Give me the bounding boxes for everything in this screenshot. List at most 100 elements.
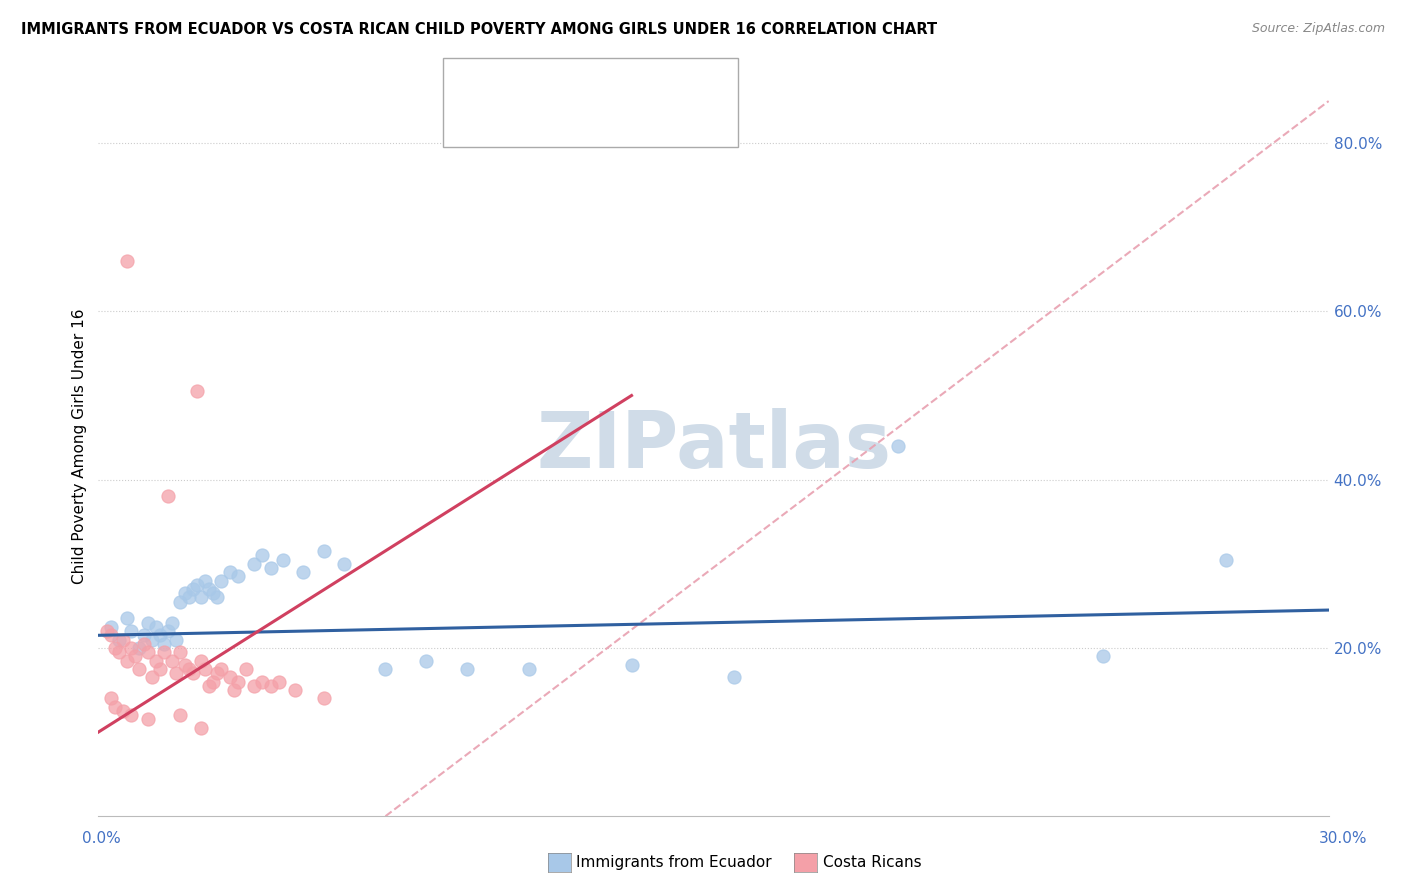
Point [100, 620, 122, 634]
Point [145, 620, 167, 634]
Point [104, 640, 127, 655]
Point [162, 654, 183, 668]
Point [165, 666, 187, 681]
Point [198, 582, 221, 596]
Point [198, 679, 221, 693]
Point [292, 565, 315, 579]
Point [1215, 552, 1237, 566]
Point [157, 624, 180, 639]
Point [194, 662, 217, 676]
Text: 30.0%: 30.0% [1319, 831, 1367, 846]
Point [136, 713, 159, 727]
Point [620, 657, 643, 672]
Point [235, 662, 257, 676]
Point [207, 591, 229, 605]
Point [149, 628, 172, 642]
Point [177, 591, 200, 605]
Point [194, 574, 217, 588]
Point [181, 666, 204, 681]
Point [115, 654, 138, 668]
Point [112, 632, 135, 647]
Point [153, 637, 176, 651]
Point [211, 574, 233, 588]
Text: R = 0.463   N = 47: R = 0.463 N = 47 [492, 114, 648, 128]
Point [190, 721, 212, 735]
Point [267, 674, 290, 689]
Point [517, 662, 540, 676]
Point [165, 632, 187, 647]
Text: Immigrants from Ecuador: Immigrants from Ecuador [576, 855, 772, 870]
Point [260, 679, 283, 693]
Point [120, 640, 142, 655]
Point [132, 628, 155, 642]
Point [128, 662, 150, 676]
Point [115, 611, 138, 625]
Text: Costa Ricans: Costa Ricans [823, 855, 921, 870]
Point [457, 662, 479, 676]
Point [222, 683, 245, 698]
Point [312, 691, 335, 706]
Point [271, 552, 294, 566]
Point [136, 645, 159, 659]
Point [108, 645, 131, 659]
Text: 0.0%: 0.0% [82, 831, 121, 846]
Point [887, 439, 910, 453]
Point [173, 586, 195, 600]
Point [207, 666, 229, 681]
Point [120, 624, 142, 639]
Point [181, 582, 204, 596]
Point [104, 699, 127, 714]
Point [260, 561, 283, 575]
Point [374, 662, 396, 676]
Point [243, 557, 266, 571]
Point [243, 679, 266, 693]
Point [415, 654, 437, 668]
Point [132, 637, 155, 651]
Point [108, 632, 131, 647]
Point [218, 670, 240, 684]
Point [169, 708, 191, 723]
Point [115, 253, 138, 268]
Point [153, 645, 176, 659]
Point [145, 654, 167, 668]
Point [173, 657, 195, 672]
Point [124, 649, 146, 664]
Point [226, 569, 249, 583]
Point [252, 674, 274, 689]
Point [177, 662, 200, 676]
Text: R = 0.079   N = 43: R = 0.079 N = 43 [492, 78, 648, 93]
Point [169, 594, 191, 608]
Point [252, 549, 274, 563]
Point [202, 674, 225, 689]
Point [169, 645, 191, 659]
Text: Source: ZipAtlas.com: Source: ZipAtlas.com [1251, 22, 1385, 36]
Y-axis label: Child Poverty Among Girls Under 16: Child Poverty Among Girls Under 16 [72, 309, 87, 583]
Point [333, 557, 356, 571]
Point [284, 683, 307, 698]
Point [112, 704, 135, 718]
Point [186, 578, 208, 592]
Point [149, 662, 172, 676]
Point [312, 544, 335, 558]
Point [186, 384, 208, 399]
Point [723, 670, 745, 684]
Text: ZIPatlas: ZIPatlas [536, 408, 891, 484]
Point [136, 615, 159, 630]
Point [128, 640, 150, 655]
Point [141, 670, 163, 684]
Point [1092, 649, 1115, 664]
Point [120, 708, 142, 723]
Point [96, 624, 118, 639]
Point [190, 591, 212, 605]
Point [211, 662, 233, 676]
Point [100, 628, 122, 642]
Point [202, 586, 225, 600]
Point [141, 632, 163, 647]
Point [162, 615, 183, 630]
Point [100, 691, 122, 706]
Point [190, 654, 212, 668]
Point [218, 565, 240, 579]
Point [157, 490, 180, 504]
Text: IMMIGRANTS FROM ECUADOR VS COSTA RICAN CHILD POVERTY AMONG GIRLS UNDER 16 CORREL: IMMIGRANTS FROM ECUADOR VS COSTA RICAN C… [21, 22, 938, 37]
Point [226, 674, 249, 689]
